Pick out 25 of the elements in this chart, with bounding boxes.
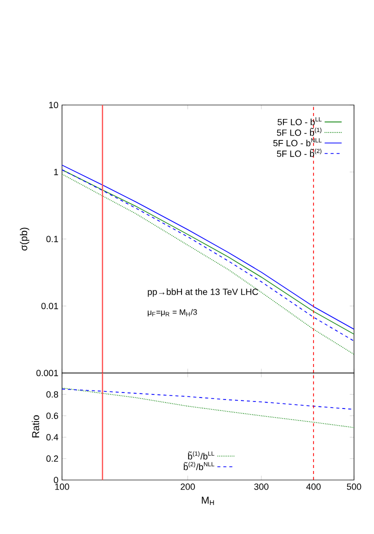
legend-label: 5F LO - b̃$^{(1)}$ <box>276 128 322 136</box>
x-tick-label: 300 <box>254 484 268 490</box>
y-axis-title: Ratio <box>32 415 40 438</box>
x-tick-label: 100 <box>55 484 70 490</box>
annotation: pp→bbH at the 13 TeV LHC <box>148 288 258 297</box>
y-tick-label: 0.1 <box>46 236 58 242</box>
x-axis-title: M$_{H}$ <box>202 496 214 506</box>
legend-label: 5F LO - b$^{NLL}$ <box>273 138 322 146</box>
y-tick-label: 0 <box>54 476 58 484</box>
y-tick-label: 1 <box>54 168 58 176</box>
legend-label: 5F LO - b$^{LL}$ <box>278 117 322 126</box>
legend-label: b̃$^{(2)}$/b$^{NLL}$ <box>184 462 214 470</box>
y-tick-label: 0.2 <box>46 455 58 462</box>
y-tick-label: 0.6 <box>46 412 58 419</box>
x-tick-label: 400 <box>306 484 321 490</box>
y-tick-label: 0.001 <box>36 370 58 376</box>
x-tick-label: 200 <box>180 484 195 490</box>
y-tick-label: 0.8 <box>46 391 58 398</box>
y-tick-label: 0.4 <box>46 434 58 440</box>
legend-label: 5F LO - b̃$^{(2)}$ <box>276 148 322 157</box>
legend-label: b̃$^{(1)}$/b$^{LL}$ <box>188 451 214 460</box>
y-tick-label: 10 <box>49 102 58 108</box>
x-tick-label: 500 <box>346 484 362 490</box>
y-tick-label: 0.01 <box>41 302 58 310</box>
y-axis-title: σ(pb) <box>20 228 30 251</box>
